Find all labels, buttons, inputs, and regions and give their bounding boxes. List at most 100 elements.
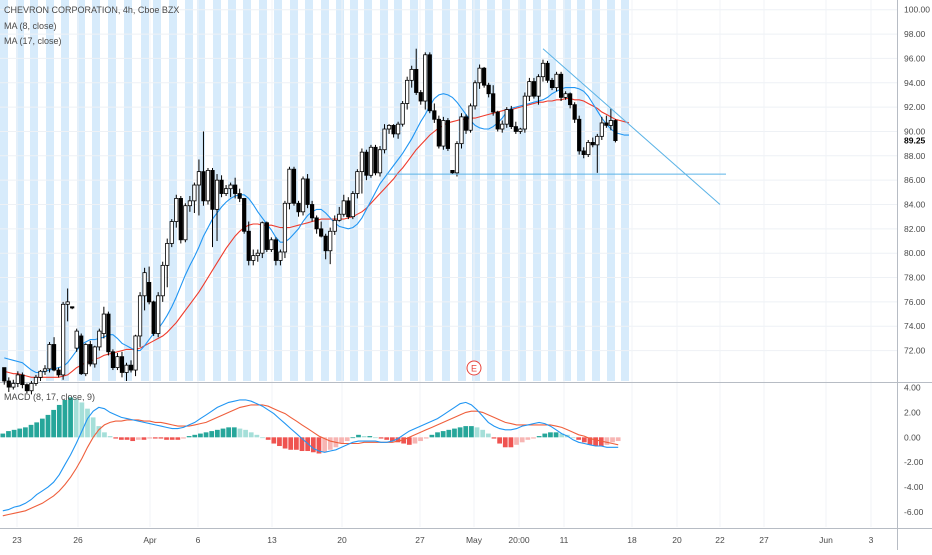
macd-histogram-bar: [316, 437, 322, 454]
session-band: [0, 0, 8, 381]
macd-histogram-bar: [429, 434, 435, 438]
time-tick-label: 27: [415, 535, 425, 545]
macd-histogram-bar: [514, 437, 519, 445]
session-band: [169, 0, 177, 381]
candle-up: [269, 239, 274, 250]
macd-histogram-bar: [220, 428, 226, 438]
price-tick-label: 92.00: [904, 102, 926, 112]
candle-down: [246, 230, 251, 261]
macd-histogram-bar: [56, 404, 62, 438]
earnings-event-label: E: [471, 364, 477, 374]
macd-histogram-bar: [152, 437, 158, 439]
candle-up: [205, 170, 211, 202]
candle-down: [549, 79, 555, 89]
axes: 72.00 74.00 76.00 78.00 80.00 82.00 84.00 86.00…: [12, 5, 930, 545]
candle-up: [156, 295, 161, 334]
candle-up: [355, 171, 360, 194]
macd-histogram-bar: [181, 437, 186, 439]
macd-histogram-bar: [395, 437, 401, 443]
candle-up: [350, 193, 355, 218]
candle-up: [65, 301, 70, 305]
candle-up: [142, 272, 147, 297]
macd-histogram-bar: [260, 437, 265, 439]
session-band: [577, 0, 585, 381]
candle-down: [414, 68, 419, 93]
macd-histogram-bar: [604, 437, 610, 445]
price-tick-label: 72.00: [904, 346, 926, 356]
candle-down: [613, 120, 618, 141]
price-tick-label: 88.00: [904, 151, 926, 161]
macd-histogram-bar: [79, 402, 85, 438]
annotations: E: [386, 48, 726, 376]
macd-histogram-bar: [356, 434, 361, 438]
time-tick-label: 6: [196, 535, 201, 545]
candle-up: [337, 213, 342, 221]
macd-histogram-bar: [90, 417, 96, 438]
macd-histogram-bar: [73, 398, 79, 438]
session-band: [502, 0, 510, 381]
macd-histogram-bar: [435, 432, 440, 438]
candle-down: [237, 193, 242, 199]
macd-histogram-bar: [254, 434, 260, 438]
candle-up: [459, 116, 464, 145]
candle-up: [174, 198, 179, 222]
candle-down: [577, 118, 582, 152]
candle-up: [42, 368, 48, 372]
macd-histogram-bar: [350, 437, 356, 439]
session-band: [30, 0, 38, 381]
macd-histogram-bar: [536, 436, 542, 438]
candle-down: [219, 179, 224, 194]
time-tick-label: 23: [12, 535, 22, 545]
session-band: [141, 0, 149, 381]
candle-up: [527, 81, 532, 97]
candle-down: [531, 81, 537, 97]
macd-histogram-bar: [96, 426, 102, 438]
macd-histogram-bar: [576, 437, 582, 440]
macd-histogram-bar: [418, 437, 423, 442]
macd-histogram-bar: [113, 437, 119, 439]
macd-histogram-bar: [271, 437, 277, 444]
session-band: [197, 0, 205, 381]
macd-histogram-bar: [610, 437, 615, 443]
macd-histogram-bar: [378, 437, 384, 439]
candle-down: [291, 168, 297, 204]
candle-up: [38, 370, 43, 378]
macd-histogram-bar: [406, 437, 412, 445]
macd-histogram-bar: [423, 437, 429, 439]
candle-up: [101, 313, 106, 334]
earnings-event-marker: [466, 360, 482, 376]
macd-histogram-bar: [85, 408, 90, 438]
macd-histogram-bar: [51, 409, 57, 438]
candle-up: [595, 135, 600, 146]
ma17-legend: MA (17, close): [4, 36, 62, 46]
macd-histogram-bar: [542, 433, 548, 438]
macd-histogram-bar: [559, 433, 565, 438]
candle-up: [278, 251, 283, 261]
macd-histogram-bar: [282, 437, 288, 449]
candle-down: [486, 84, 491, 95]
price-tick-label: 78.00: [904, 273, 926, 283]
candle-down: [233, 184, 238, 194]
macd-histogram-bar: [107, 436, 113, 438]
candle-down: [314, 217, 319, 230]
candle-up: [165, 243, 170, 266]
candle-up: [328, 230, 333, 252]
candle-up: [386, 124, 392, 130]
candle-down: [364, 151, 369, 176]
candle-down: [558, 73, 564, 98]
macd-histogram-bar: [469, 426, 474, 438]
session-band: [410, 0, 418, 381]
macd-histogram-bar: [214, 429, 220, 438]
macd-histogram-bar: [412, 437, 418, 444]
candle-down: [51, 344, 57, 371]
candle-down: [568, 93, 573, 106]
candle-down: [201, 171, 206, 202]
session-band: [487, 0, 495, 381]
session-band: [243, 0, 251, 381]
macd-histogram-bar: [248, 432, 254, 438]
macd-histogram-bar: [299, 437, 305, 452]
price-tick-label: 100.00: [904, 5, 930, 15]
session-band: [380, 0, 388, 381]
